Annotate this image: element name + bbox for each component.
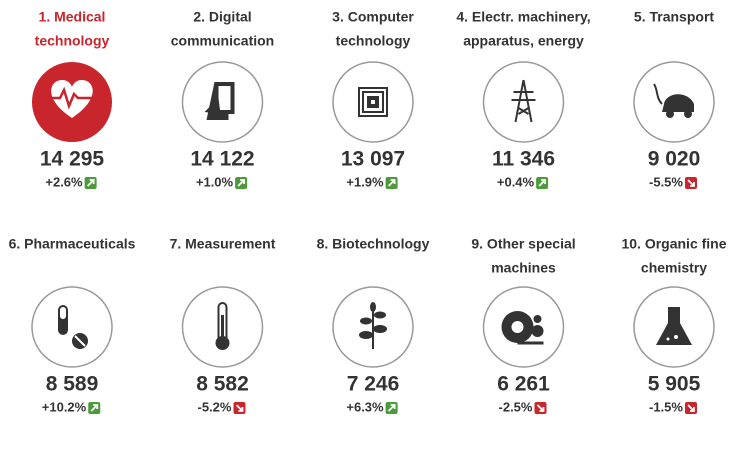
tile: 7. Measurement 8 582 -5.2% (170, 236, 276, 415)
tile-label: 10. Organic fine (621, 236, 726, 252)
direction-arrow (536, 404, 545, 412)
tile-value: 13 097 (341, 148, 405, 171)
tile-change: +10.2% (42, 399, 87, 414)
tile-value: 8 589 (46, 373, 99, 396)
tile-change: +1.0% (196, 174, 234, 189)
tile-label: chemistry (641, 260, 707, 276)
tile: 10. Organic fine chemistry 5 905 -1.5% (621, 236, 726, 415)
tile: 2. Digital communication 14 122 +1.0% (171, 9, 274, 190)
tile-change: -2.5% (499, 399, 533, 414)
tile: 5. Transport 9 020 -5.5% (633, 9, 715, 189)
tile-label: 3. Computer (332, 9, 414, 25)
direction-arrow (687, 179, 695, 187)
tile-label: 5. Transport (634, 9, 714, 25)
tile: 6. Pharmaceuticals 8 589 +10.2% (9, 236, 136, 415)
direction-arrow (387, 179, 396, 187)
tile-change: +2.6% (45, 174, 83, 189)
tile-label: 9. Other special (471, 236, 575, 252)
tile-change: +6.3% (346, 399, 384, 414)
tile-label: technology (336, 33, 411, 49)
direction-arrow (86, 179, 95, 187)
tile-label: machines (491, 260, 556, 276)
tile-change: +0.4% (497, 174, 535, 189)
tile: 4. Electr. machinery, apparatus, energy 11… (456, 9, 590, 190)
tile: 1. Medical technology 14 295 +2.6% (32, 9, 112, 189)
tile-value: 11 346 (492, 148, 555, 171)
icon (656, 307, 692, 345)
tile-label: 2. Digital (193, 9, 251, 25)
tile-label: 6. Pharmaceuticals (9, 236, 136, 252)
tile-label: 7. Measurement (170, 236, 276, 252)
direction-arrow (687, 404, 695, 412)
tile-value: 9 020 (648, 148, 701, 171)
tile: 8. Biotechnology 7 246 +6.3% (317, 236, 430, 415)
icon (358, 87, 388, 117)
direction-arrow (90, 404, 99, 412)
tile-label: apparatus, energy (463, 33, 584, 49)
tile: 9. Other special machines 6 261 -2.5% (471, 236, 575, 415)
icon (204, 82, 235, 120)
tile-label: technology (35, 33, 110, 49)
tile-change: -5.2% (198, 399, 232, 414)
icon (215, 302, 230, 350)
tile-value: 14 122 (190, 148, 254, 171)
icon (511, 79, 536, 123)
icon (58, 305, 88, 349)
icon (359, 302, 387, 349)
icon-circle (31, 286, 113, 368)
tile-value: 8 582 (196, 373, 249, 396)
direction-arrow (235, 404, 244, 412)
tile-value: 14 295 (40, 148, 105, 171)
tile-label: 4. Electr. machinery, (456, 9, 590, 25)
tile-change: +1.9% (346, 174, 384, 189)
tile-label: 8. Biotechnology (317, 236, 430, 252)
icon-circle (482, 61, 565, 143)
direction-arrow (387, 404, 396, 412)
icon (501, 311, 544, 345)
tile-change: -1.5% (649, 399, 683, 414)
tile-change: -5.5% (649, 174, 683, 189)
icon (653, 83, 694, 118)
tile-label: communication (171, 33, 274, 49)
tile-value: 5 905 (648, 373, 701, 396)
tile: 3. Computer technology 13 097 +1.9% (332, 9, 414, 190)
icon (48, 80, 96, 118)
direction-arrow (237, 179, 246, 187)
tile-value: 6 261 (497, 373, 550, 396)
tile-label: 1. Medical (39, 9, 106, 25)
tile-value: 7 246 (347, 373, 400, 396)
direction-arrow (538, 179, 547, 187)
